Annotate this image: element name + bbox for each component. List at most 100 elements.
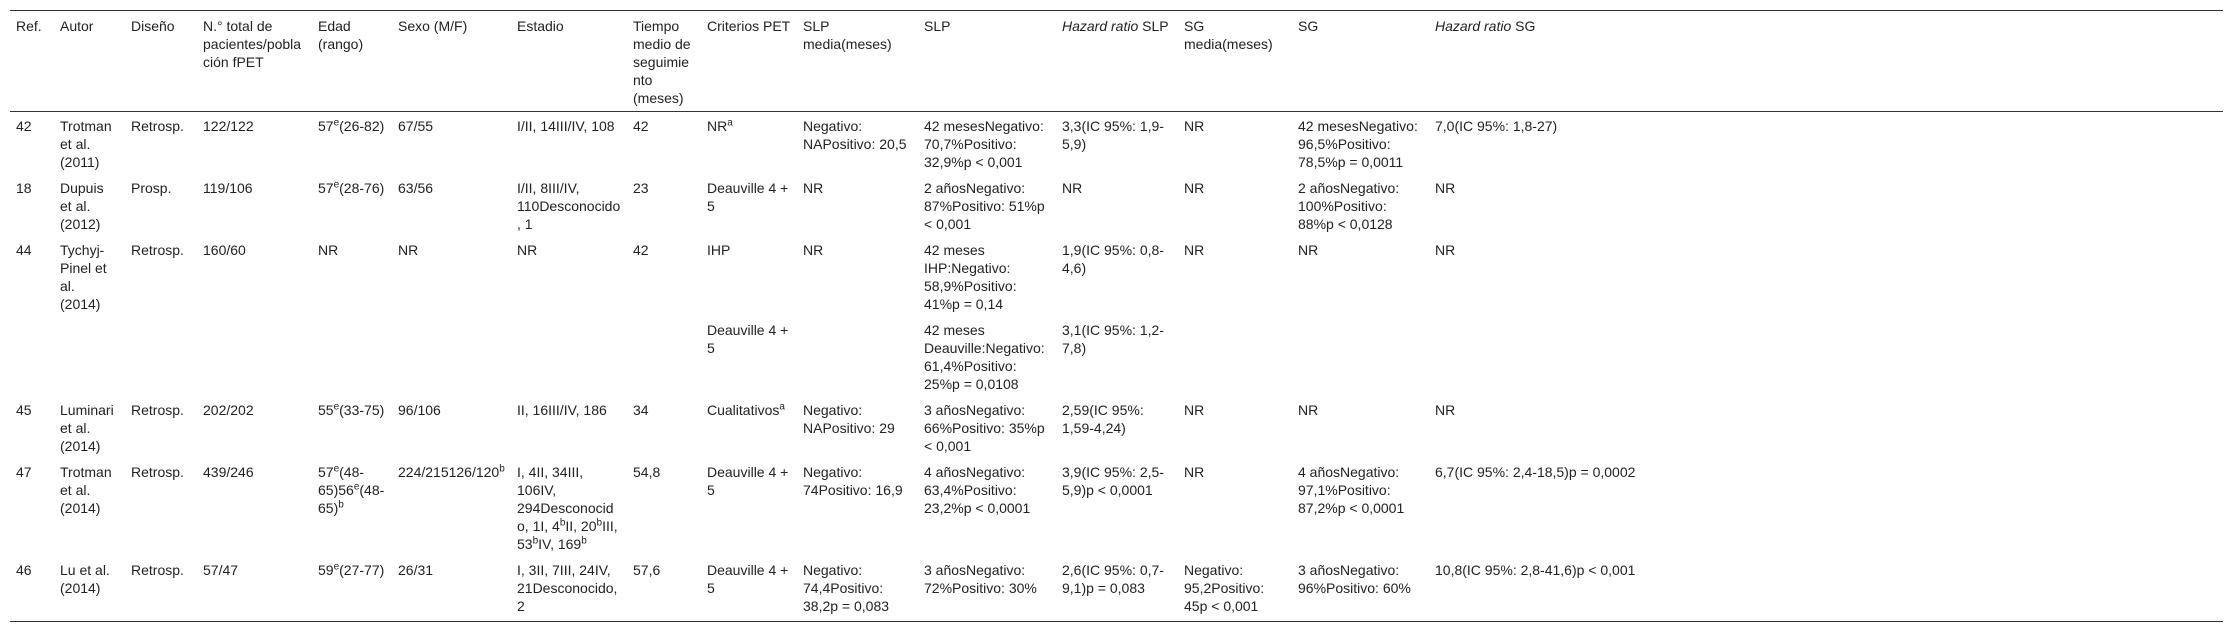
table-row: 47 Trotman et al. (2014) Retrosp. 439/246 57… xyxy=(10,461,2223,559)
table-row: 42 Trotman et al. (2011) Retrosp. 122/122 57… xyxy=(10,112,2223,178)
cell: Retrosp. xyxy=(131,118,184,134)
cell: 6,7(IC 95%: 2,4-18,5)p = 0,0002 xyxy=(1435,464,1636,480)
column-header: SLP media(meses) xyxy=(797,10,918,112)
cell: Retrosp. xyxy=(131,464,184,480)
cell: 57e(26-82) xyxy=(312,112,392,178)
cell: 439/246 xyxy=(203,464,254,480)
column-header: Diseño xyxy=(125,10,197,112)
cell: 42 meses IHP:Negativo: 58,9%Positivo: 41… xyxy=(924,242,1017,312)
cell: NR xyxy=(398,242,419,258)
text: (48-65)56 xyxy=(318,464,365,498)
cell: NR xyxy=(1062,180,1083,196)
cell: 42 mesesNegativo: 70,7%Positivo: 32,9%p … xyxy=(924,118,1044,170)
cell: 3 añosNegativo: 72%Positivo: 30% xyxy=(918,559,1056,622)
cell: 3 añosNegativo: 66%Positivo: 35%p < 0,00… xyxy=(924,402,1045,454)
cell: 26/31 xyxy=(392,559,511,622)
cell: 1,9(IC 95%: 0,8-4,6) xyxy=(1062,242,1164,276)
cell: NRa xyxy=(701,112,797,178)
cell: II, 16III/IV, 186 xyxy=(517,402,607,418)
cell: NR xyxy=(318,242,339,258)
text: 59 xyxy=(318,562,334,578)
cell: 2 añosNegativo: 87%Positivo: 51%p < 0,00… xyxy=(924,180,1045,232)
cell: 54,8 xyxy=(633,464,661,480)
superscript: a xyxy=(779,401,785,413)
cell: Dupuis et al. (2012) xyxy=(60,180,104,232)
cell: NR xyxy=(1184,242,1205,258)
cell: 47 xyxy=(16,464,32,480)
superscript: b xyxy=(499,463,505,475)
cell: 122/122 xyxy=(203,118,254,134)
cell: 46 xyxy=(10,559,54,622)
table-body: 42 Trotman et al. (2011) Retrosp. 122/122 57… xyxy=(10,112,2223,622)
cell: I, 3II, 7III, 24IV, 21Desconocido, 2 xyxy=(511,559,627,622)
cell: 3,3(IC 95%: 1,9-5,9) xyxy=(1062,118,1164,152)
cell: NR xyxy=(1298,402,1319,418)
text: (27-77) xyxy=(339,562,385,578)
cell: NR xyxy=(1184,464,1205,480)
cell: Retrosp. xyxy=(125,559,197,622)
superscript: b xyxy=(338,499,344,511)
cell: NR xyxy=(1184,180,1205,196)
cell: 59e(27-77) xyxy=(312,559,392,622)
cell: 202/202 xyxy=(203,402,254,418)
text: I, 4II, 34III, 106IV, 294Desconocido, 1I… xyxy=(517,464,614,534)
cell: 57e(28-76) xyxy=(312,177,392,239)
cell: I/II, 8III/IV, 110Desconocido, 1 xyxy=(517,180,621,232)
cell: 18 xyxy=(16,180,32,196)
cell: NR xyxy=(1435,402,1456,418)
cell: 55e(33-75) xyxy=(312,399,392,461)
column-header: N.° total de pacientes/población fPET xyxy=(197,10,312,112)
cell: 10,8(IC 95%: 2,8-41,6)p < 0,001 xyxy=(1429,559,2223,622)
superscript: e xyxy=(353,481,360,493)
cell: Deauville 4 + 5 xyxy=(707,464,789,498)
cell: Negativo: NAPositivo: 29 xyxy=(803,402,895,436)
cell: 44 xyxy=(16,242,32,258)
text: (26-82) xyxy=(339,118,385,134)
superscript: e xyxy=(333,463,340,475)
text: SG xyxy=(1511,18,1536,34)
cell: Deauville 4 + 5 xyxy=(701,559,797,622)
column-header: Criterios PET xyxy=(701,10,797,112)
table-row: 45 Luminari et al. (2014) Retrosp. 202/202 5… xyxy=(10,399,2223,461)
column-header: Tiempo medio de seguimiento (meses) xyxy=(627,10,701,112)
column-header: Hazard ratio SLP xyxy=(1056,10,1178,112)
cell: Trotman et al. (2011) xyxy=(60,118,112,170)
cell: NR xyxy=(517,242,538,258)
text: (33-75) xyxy=(339,402,385,418)
cell: Retrosp. xyxy=(131,242,184,258)
header-row: Ref. Autor Diseño N.° total de pacientes/po… xyxy=(10,10,2223,112)
cell: 23 xyxy=(633,180,649,196)
table-subrow: Deauville 4 + 5 42 meses Deauville:Negati… xyxy=(10,319,2223,399)
cell: 2 añosNegativo: 100%Positivo: 88%p < 0,0… xyxy=(1298,180,1400,232)
column-header: Autor xyxy=(54,10,125,112)
text: NR xyxy=(707,118,728,134)
cell: NR xyxy=(803,180,824,196)
superscript: e xyxy=(333,117,340,129)
text: IV, 169 xyxy=(538,536,582,552)
table-row: 44 Tychyj-Pinel et al. (2014) Retrosp. 160/… xyxy=(10,239,2223,319)
cell: NR xyxy=(1184,402,1205,418)
cell: 42 xyxy=(633,242,649,258)
cell: NR xyxy=(1184,118,1205,134)
cell: 160/60 xyxy=(203,242,246,258)
text: (48-65) xyxy=(318,482,385,516)
cell: Negativo: NAPositivo: 20,5 xyxy=(803,118,907,152)
cell: IHP xyxy=(707,242,731,258)
table-row: 46 Lu et al. (2014) Retrosp. 57/47 59e(27-77… xyxy=(10,559,2223,622)
superscript: b xyxy=(559,517,566,529)
cell: Negativo: 74,4Positivo: 38,2p = 0,083 xyxy=(797,559,918,622)
cell: 2,6(IC 95%: 0,7-9,1)p = 0,083 xyxy=(1056,559,1178,622)
cell: I/II, 14III/IV, 108 xyxy=(517,118,615,134)
cell: Lu et al. (2014) xyxy=(54,559,125,622)
cell: 3,9(IC 95%: 2,5-5,9)p < 0,0001 xyxy=(1062,464,1164,498)
cell: Deauville 4 + 5 xyxy=(707,180,789,214)
text: 224/215126/120 xyxy=(398,464,500,480)
text: SLP xyxy=(1138,18,1169,34)
column-header: Ref. xyxy=(10,10,54,112)
cell: 224/215126/120b xyxy=(392,461,511,559)
cell: 4 añosNegativo: 63,4%Positivo: 23,2%p < … xyxy=(924,464,1031,516)
superscript: e xyxy=(333,401,340,413)
cell: Tychyj-Pinel et al. (2014) xyxy=(60,242,107,312)
cell: 45 xyxy=(16,402,32,418)
